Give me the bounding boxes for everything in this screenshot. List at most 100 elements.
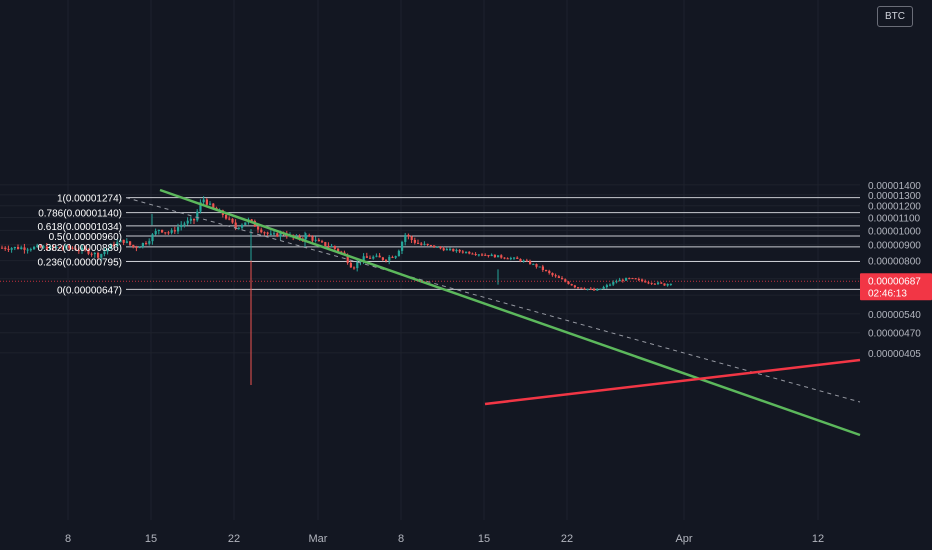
candle-body <box>202 199 205 203</box>
price-tick-label: 0.00000470 <box>868 329 921 340</box>
candle-body <box>145 242 148 244</box>
candle-body <box>660 282 663 284</box>
time-tick-label: 22 <box>228 533 240 545</box>
dashed-trendline[interactable] <box>125 197 861 403</box>
price-tick-label: 0.00000405 <box>868 349 921 360</box>
fibonacci-retracement[interactable] <box>126 197 860 290</box>
candle-body <box>231 218 234 223</box>
candle <box>317 238 320 242</box>
candle-body <box>567 281 570 285</box>
candle <box>602 285 605 290</box>
candle <box>276 232 279 238</box>
candle <box>161 229 164 234</box>
candle-body <box>205 199 208 205</box>
candle-body <box>122 239 125 243</box>
time-tick-label: 15 <box>145 533 157 545</box>
candle-body <box>237 227 240 229</box>
candle <box>410 235 413 243</box>
time-tick-label: 8 <box>398 533 404 545</box>
red-ascending-trendline[interactable] <box>484 358 861 406</box>
candle-body <box>545 270 548 272</box>
candle-body <box>663 283 666 286</box>
candle <box>157 229 160 235</box>
candle <box>650 282 653 285</box>
trendlines[interactable] <box>0 188 861 437</box>
candle-body <box>298 236 301 239</box>
candle-body <box>468 251 471 254</box>
candle-body <box>596 289 599 291</box>
candle <box>621 278 624 283</box>
candle-body <box>484 254 487 256</box>
candle-body <box>612 282 615 285</box>
candle <box>125 238 128 244</box>
currency-button[interactable]: BTC <box>877 6 913 27</box>
candle-body <box>385 259 388 261</box>
candle <box>39 244 42 249</box>
candle-body <box>84 247 87 250</box>
candle <box>525 258 528 262</box>
fib-level-label: 0(0.00000647) <box>57 285 122 296</box>
candle-body <box>522 260 525 262</box>
candle <box>465 251 468 254</box>
candle-body <box>164 232 167 234</box>
candle <box>596 288 599 291</box>
candle-body <box>506 258 509 260</box>
candle-body <box>436 246 439 248</box>
candle <box>141 242 144 249</box>
candle <box>404 232 407 246</box>
candle-body <box>106 248 109 252</box>
candle-body <box>74 248 77 251</box>
candle-body <box>471 253 474 255</box>
candle <box>381 256 384 262</box>
candle-body <box>157 229 160 231</box>
candle <box>375 253 378 258</box>
candle-body <box>548 270 551 273</box>
candle-body <box>244 222 247 225</box>
candle-body <box>513 257 516 259</box>
price-tick-label: 0.00000540 <box>868 310 921 321</box>
current-price-label: 0.00000687 <box>868 276 921 287</box>
candle <box>106 248 109 255</box>
candle-body <box>305 235 308 239</box>
candle-body <box>650 282 653 284</box>
candle <box>420 241 423 246</box>
candle-body <box>535 264 538 267</box>
candle <box>660 281 663 285</box>
candle-body <box>653 283 656 285</box>
candle <box>36 243 39 248</box>
candle-body <box>193 218 196 221</box>
time-axis[interactable]: 8 15 22 Mar 8 15 22 Apr 12 <box>65 533 824 545</box>
candle <box>625 277 628 281</box>
candle-body <box>445 249 448 251</box>
candle-body <box>314 239 317 241</box>
candle <box>263 231 266 236</box>
candle <box>237 227 240 230</box>
price-tick-label: 0.00001000 <box>868 226 921 237</box>
candle <box>493 254 496 258</box>
candle <box>484 253 487 256</box>
candle-body <box>593 288 596 291</box>
candle-body <box>465 251 468 253</box>
candle <box>4 246 7 251</box>
candle-body <box>394 256 397 258</box>
candle-body <box>557 276 560 278</box>
candle-body <box>413 239 416 243</box>
candle <box>100 253 103 262</box>
candle <box>449 247 452 251</box>
candle-body <box>359 261 362 263</box>
candle <box>564 278 567 283</box>
candle-body <box>10 248 13 250</box>
candle-body <box>388 256 391 261</box>
candle-body <box>23 247 26 250</box>
candle-body <box>321 241 324 243</box>
candle-body <box>666 283 669 286</box>
candle <box>445 247 448 251</box>
candle-body <box>311 236 314 241</box>
candle-body <box>186 220 189 224</box>
candle <box>132 244 135 249</box>
candle <box>148 238 151 246</box>
green-descending-trendline[interactable] <box>159 188 861 437</box>
candle <box>653 283 656 285</box>
candle-body <box>125 241 128 243</box>
